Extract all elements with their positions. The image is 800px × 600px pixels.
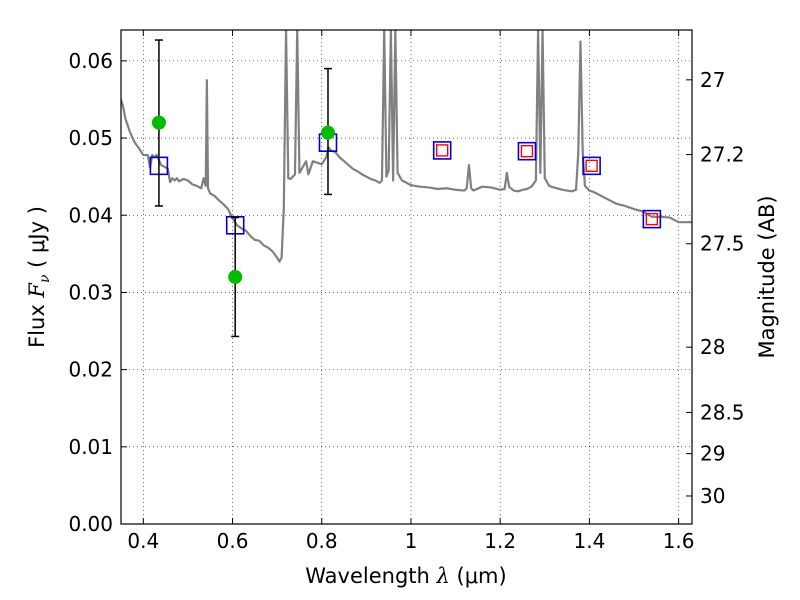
x-axis-label-symbol: λ (436, 564, 450, 588)
model-band-square-inner-3 (435, 144, 449, 157)
plot-background (121, 30, 692, 524)
x-tick-label-1: 0.6 (217, 529, 249, 553)
observed-point-0 (151, 115, 166, 130)
y2-tick-label-4: 28.5 (700, 400, 745, 424)
observed-point-1 (228, 270, 243, 284)
x-tick-label-2: 0.8 (306, 529, 338, 553)
series-layer (121, 30, 692, 338)
y2-tick-label-5: 29 (700, 442, 725, 466)
y-axis-label: Flux Fν ( μJy ) (25, 206, 53, 348)
axes: 0.4 0.6 0.8 1 1.2 1.4 1.6 0.00 0.01 0.02 0.03 0.04 0… (68, 29, 745, 553)
y2-tick-label-0: 27 (700, 68, 725, 92)
x-tick-label-6: 1.6 (663, 529, 695, 553)
model-band-square-4 (517, 141, 537, 161)
model-band-square-6 (642, 209, 662, 229)
y-tick-label-6: 0.06 (68, 49, 113, 73)
model-band-square-inner-5 (585, 159, 598, 173)
y-axis-label-subscript: ν (37, 274, 53, 283)
x-tick-label-4: 1.2 (484, 529, 516, 553)
y-tick-label-0: 0.00 (68, 512, 113, 536)
x-tick-label-0: 0.4 (127, 529, 159, 553)
y-tick-label-2: 0.02 (68, 358, 113, 382)
x-axis-label: Wavelength λ (μm) (305, 564, 506, 588)
observed-point-2 (320, 125, 335, 140)
y2-tick-label-2: 27.5 (700, 232, 745, 256)
x-tick-label-5: 1.4 (573, 529, 605, 553)
y-tick-label-3: 0.03 (68, 280, 113, 304)
y-tick-label-1: 0.01 (68, 435, 113, 459)
x-tick-label-3: 1 (405, 529, 418, 553)
model-band-square-3 (432, 141, 452, 160)
y2-tick-label-3: 28 (700, 335, 725, 359)
y-tick-label-4: 0.04 (68, 203, 113, 227)
y-axis-label-symbol: F (25, 282, 49, 299)
model-band-square-inner-4 (520, 144, 534, 158)
y-tick-label-5: 0.05 (68, 126, 113, 150)
y2-tick-label-1: 27.2 (700, 143, 745, 167)
y2-tick-label-6: 30 (700, 484, 725, 508)
model-spectrum-line (121, 30, 692, 263)
y2-axis-label: Magnitude (AB) (755, 195, 779, 358)
plot-frame (120, 29, 693, 525)
model-band-square-5 (582, 156, 601, 176)
model-band-square-inner-6 (645, 212, 659, 226)
